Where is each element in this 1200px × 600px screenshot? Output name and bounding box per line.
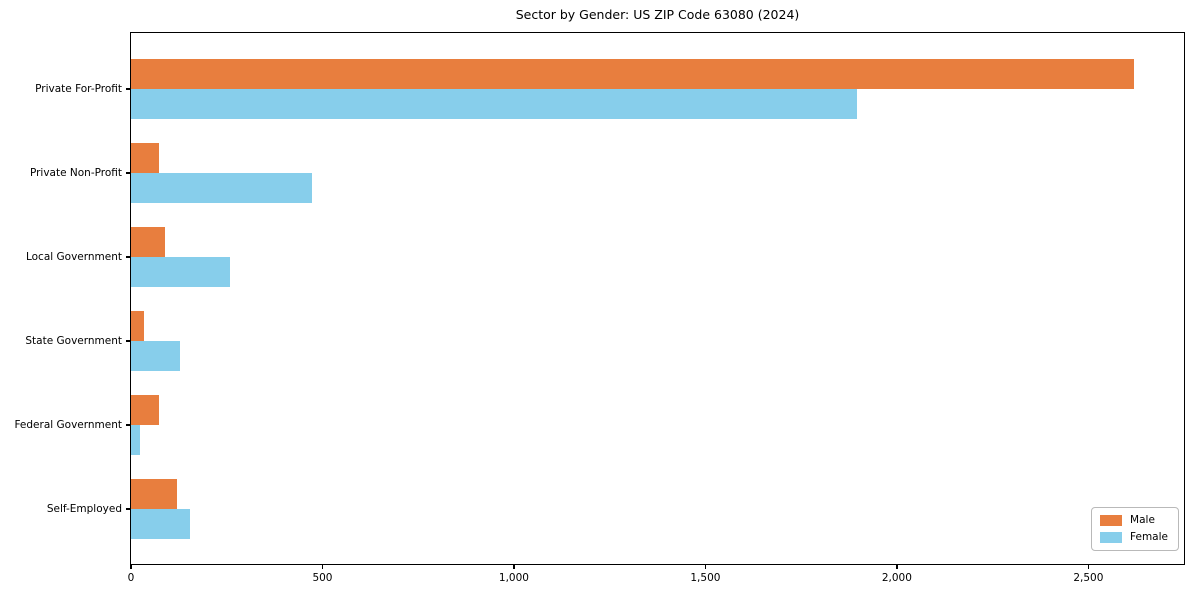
legend-label-male: Male: [1130, 514, 1155, 527]
x-tick-2-500: [1087, 564, 1090, 569]
y-tick-private-for-profit: [126, 88, 131, 90]
y-label-self-employed: Self-Employed: [46, 502, 122, 515]
y-tick-private-non-profit: [126, 172, 131, 174]
legend-item-female: Female: [1100, 532, 1168, 543]
plot-area: Private For-Profit Private Non-Profit Loca…: [14, 32, 1185, 583]
legend-swatch-male: [1100, 515, 1123, 526]
x-tick-0: [130, 564, 132, 569]
bar-female-self-employed: [131, 509, 191, 539]
bar-female-federal-government: [131, 425, 141, 455]
x-tick-label-2-500: 2,500: [1073, 572, 1104, 584]
y-label-state-government: State Government: [25, 334, 122, 347]
x-tick-2-000: [896, 564, 898, 569]
y-label-local-government: Local Government: [25, 250, 122, 263]
x-tick-label-1-000: 1,000: [498, 572, 529, 584]
x-tick-500: [321, 564, 324, 569]
legend-swatch-female: [1100, 532, 1123, 543]
x-tick-label-1-500: 1,500: [690, 572, 721, 584]
bar-male-private-for-profit: [131, 59, 1135, 89]
bar-male-federal-government: [131, 395, 160, 425]
bar-female-private-for-profit: [131, 89, 858, 119]
x-tick-1-500: [704, 564, 707, 569]
bar-male-state-government: [131, 311, 145, 341]
y-label-private-for-profit: Private For-Profit: [35, 82, 122, 95]
bar-male-self-employed: [131, 479, 178, 509]
legend-item-male: Male: [1100, 515, 1168, 526]
x-tick-1-000: [513, 564, 515, 569]
bar-male-private-non-profit: [131, 143, 159, 173]
legend-label-female: Female: [1130, 531, 1168, 544]
y-label-federal-government: Federal Government: [14, 418, 122, 431]
y-tick-state-government: [126, 340, 131, 342]
x-tick-label-0: 0: [127, 572, 135, 584]
x-tick-label-500: 500: [312, 572, 333, 584]
bar-male-local-government: [131, 227, 166, 257]
bar-female-local-government: [131, 257, 231, 287]
legend: Male Female: [1091, 507, 1179, 551]
y-tick-local-government: [126, 256, 131, 258]
y-tick-federal-government: [126, 424, 131, 426]
x-tick-label-2-000: 2,000: [881, 572, 912, 584]
y-label-private-non-profit: Private Non-Profit: [29, 166, 122, 179]
chart-title: Sector by Gender: US ZIP Code 63080 (202…: [515, 7, 800, 22]
y-tick-self-employed: [126, 508, 131, 510]
bar-female-state-government: [131, 341, 180, 371]
bar-female-private-non-profit: [131, 173, 313, 203]
